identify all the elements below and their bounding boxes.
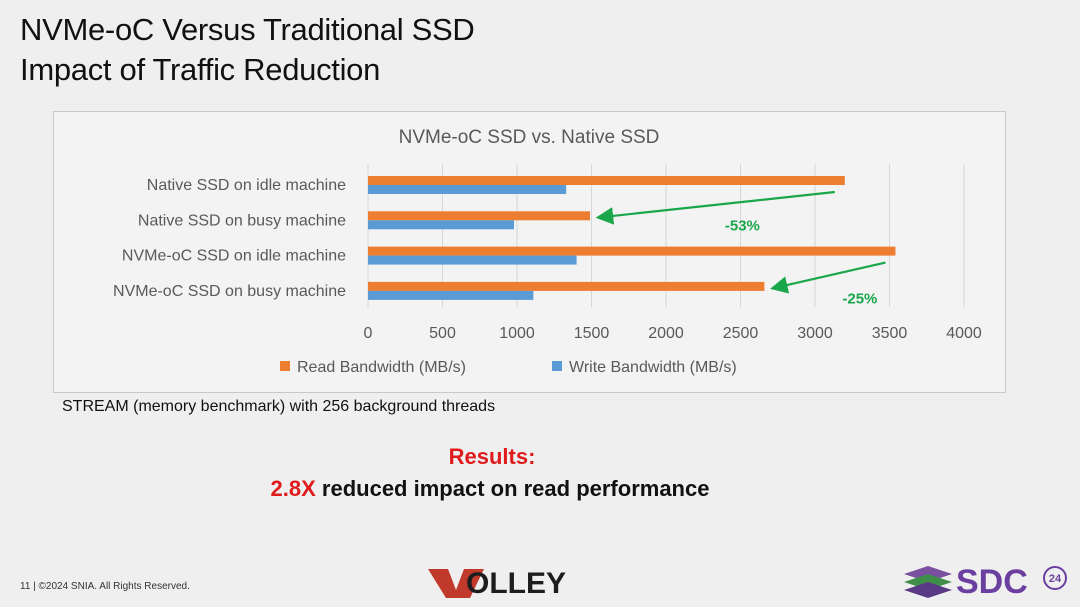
sdc-logo-badge-text: 24 [1049,573,1062,585]
x-tick-label: 2000 [648,325,684,342]
bar-chart: NVMe-oC SSD vs. Native SSD 0 500 1000 1500 20… [113,127,982,376]
write-bandwidth-bar [368,185,567,194]
results-text: reduced impact on read performance [315,476,710,501]
sdc-logo-layer-bottom [904,582,952,598]
reduction-label: -53% [725,218,760,235]
x-tick-label: 4000 [946,325,982,342]
category-label: NVMe-oC SSD on busy machine [113,283,346,300]
write-bandwidth-bar [368,290,534,300]
category-label: Native SSD on idle machine [147,177,346,194]
read-bandwidth-bar [368,281,765,291]
read-bandwidth-bar [368,211,591,221]
sdc-logo: SDC 24 [904,563,1067,601]
footer-copyright: 11 | ©2024 SNIA. All Rights Reserved. [20,581,190,592]
x-tick-label: 500 [429,325,456,342]
reduction-arrow [770,261,886,294]
legend-read-bandwidth: Read Bandwidth (MB/s) [297,359,466,376]
x-tick-label: 1000 [499,325,535,342]
write-bandwidth-bar [368,220,515,230]
reduction-arrow [595,190,835,225]
slide-title-line-1: NVMe-oC Versus Traditional SSD [20,12,475,47]
legend-write-bandwidth: Write Bandwidth (MB/s) [569,359,737,376]
legend-swatch [280,361,290,371]
read-bandwidth-bar [368,176,845,185]
chart-frame: NVMe-oC SSD vs. Native SSD 0 500 1000 1500 20… [53,111,1006,393]
x-tick-label: 3500 [872,325,908,342]
category-label: Native SSD on busy machine [138,212,346,229]
read-bandwidth-bar [368,246,896,256]
chart-title: NVMe-oC SSD vs. Native SSD [399,127,660,148]
wolley-logo: OLLEY [428,567,566,600]
category-label: NVMe-oC SSD on idle machine [122,248,346,265]
results-highlight: 2.8X [270,476,316,501]
results-statement: 2.8X reduced impact on read performance [0,476,980,502]
benchmark-caption: STREAM (memory benchmark) with 256 backg… [62,398,496,415]
write-bandwidth-bar [368,255,577,265]
legend-swatch [552,361,562,371]
reduction-label: -25% [842,290,877,307]
x-tick-label: 2500 [723,325,759,342]
x-tick-label: 3000 [797,325,833,342]
results-title: Results: [448,444,536,469]
slide-title-line-2: Impact of Traffic Reduction [20,52,381,87]
sdc-logo-text: SDC [956,563,1028,601]
x-tick-label: 1500 [574,325,610,342]
wolley-logo-text: OLLEY [466,567,566,600]
wolley-logo-mark [428,569,484,598]
sdc-logo-badge [1043,566,1067,590]
x-tick-label: 0 [364,325,373,342]
slide-title: NVMe-oC Versus Traditional SSD Impact of… [20,10,475,90]
